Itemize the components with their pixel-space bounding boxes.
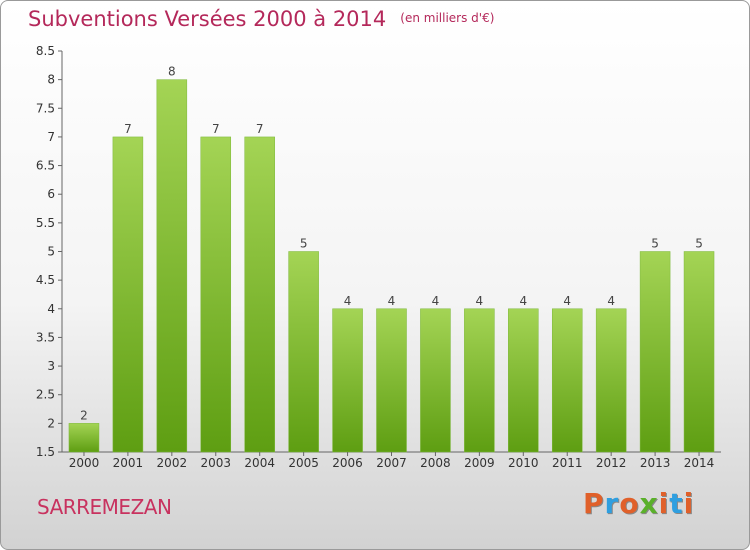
bar xyxy=(200,136,232,453)
bar xyxy=(112,136,144,453)
y-tick-label: 3.5 xyxy=(36,330,55,344)
bar-value-label: 7 xyxy=(256,122,264,136)
bar-value-label: 4 xyxy=(432,294,440,308)
commune-name: SARREMEZAN xyxy=(37,495,172,519)
bar-value-label: 4 xyxy=(607,294,615,308)
bar xyxy=(508,308,539,453)
proxiti-logo: Proxiti xyxy=(583,487,694,520)
x-tick-label: 2003 xyxy=(200,456,231,470)
logo-letter: i xyxy=(658,487,670,520)
x-tick-label: 2007 xyxy=(376,456,407,470)
x-tick-label: 2004 xyxy=(244,456,275,470)
bar-value-label: 5 xyxy=(651,237,659,251)
x-tick-label: 2001 xyxy=(113,456,144,470)
x-tick-label: 2000 xyxy=(69,456,100,470)
y-tick-label: 7 xyxy=(47,130,55,144)
logo-letter: t xyxy=(669,487,684,520)
y-tick-label: 5.5 xyxy=(36,216,55,230)
x-tick-label: 2009 xyxy=(464,456,495,470)
y-tick-label: 6 xyxy=(47,187,55,201)
bar-value-label: 7 xyxy=(212,122,220,136)
logo-letter: P xyxy=(583,487,605,520)
chart-title-text: Subventions Versées 2000 à 2014 xyxy=(28,7,387,31)
bar xyxy=(551,308,583,453)
bar xyxy=(376,308,407,453)
bar-value-label: 8 xyxy=(168,65,176,79)
bar xyxy=(683,251,715,453)
y-tick-label: 3 xyxy=(47,359,55,373)
y-tick-label: 8 xyxy=(47,73,55,87)
y-tick-label: 7.5 xyxy=(36,101,55,115)
bar xyxy=(244,136,275,453)
x-tick-label: 2012 xyxy=(596,456,627,470)
y-tick-label: 4 xyxy=(47,302,55,316)
bar-value-label: 4 xyxy=(519,294,527,308)
bar-value-label: 5 xyxy=(695,237,703,251)
bar-value-label: 4 xyxy=(563,294,571,308)
y-tick-label: 2 xyxy=(47,416,55,430)
bar-value-label: 2 xyxy=(80,408,88,422)
y-tick-label: 5 xyxy=(47,245,55,259)
bar xyxy=(68,423,100,453)
bar xyxy=(332,308,363,453)
logo-letter: r xyxy=(604,487,620,520)
x-tick-label: 2002 xyxy=(157,456,188,470)
logo-letter: i xyxy=(683,487,695,520)
y-tick-label: 1.5 xyxy=(36,445,55,459)
bar-value-label: 7 xyxy=(124,122,132,136)
bar xyxy=(464,308,495,453)
logo-letter: x xyxy=(639,487,659,520)
y-tick-label: 6.5 xyxy=(36,159,55,173)
x-tick-label: 2013 xyxy=(640,456,671,470)
x-tick-label: 2008 xyxy=(420,456,451,470)
x-tick-label: 2014 xyxy=(684,456,715,470)
chart-subtitle: (en milliers d'€) xyxy=(400,11,495,25)
logo-letter: o xyxy=(619,487,640,520)
bar xyxy=(156,79,188,453)
y-tick-label: 2.5 xyxy=(36,388,55,402)
bar-value-label: 4 xyxy=(388,294,396,308)
bar xyxy=(639,251,671,453)
y-tick-label: 4.5 xyxy=(36,273,55,287)
bar xyxy=(420,308,451,453)
bar xyxy=(288,251,319,453)
bar-value-label: 4 xyxy=(476,294,484,308)
x-tick-label: 2006 xyxy=(332,456,363,470)
y-tick-label: 8.5 xyxy=(36,44,55,58)
x-tick-label: 2010 xyxy=(508,456,539,470)
bar-value-label: 4 xyxy=(344,294,352,308)
bar-value-label: 5 xyxy=(300,237,308,251)
x-tick-label: 2011 xyxy=(552,456,583,470)
chart-title: Subventions Versées 2000 à 2014 (en milli… xyxy=(28,7,494,31)
bar xyxy=(595,308,627,453)
x-tick-label: 2005 xyxy=(288,456,319,470)
